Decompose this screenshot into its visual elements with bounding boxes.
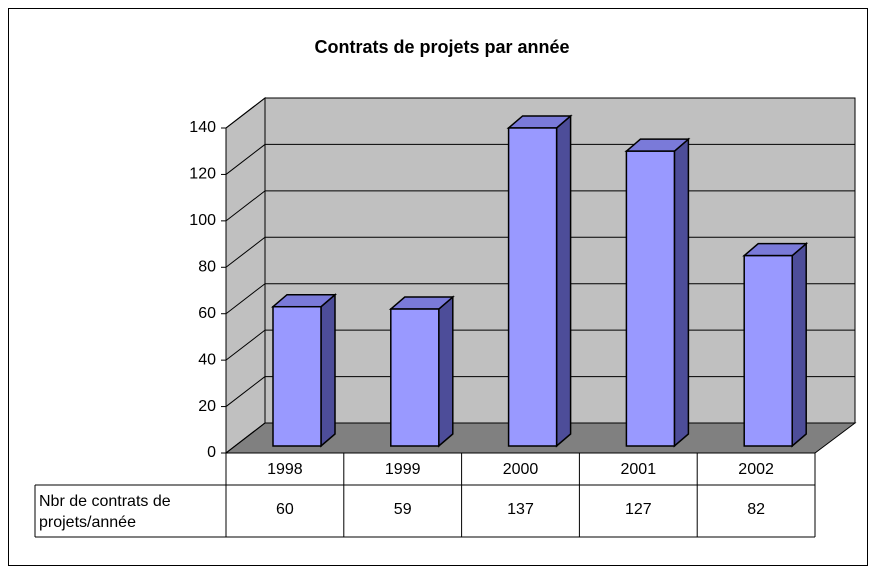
y-tick-label: 20 bbox=[198, 398, 216, 415]
y-tick-label: 40 bbox=[198, 351, 216, 368]
grid-line bbox=[225, 422, 266, 454]
bar-side bbox=[320, 293, 336, 448]
grid-line bbox=[225, 236, 266, 268]
bar bbox=[742, 242, 809, 448]
grid-line bbox=[225, 97, 266, 129]
y-tick-label: 60 bbox=[198, 305, 216, 322]
y-tick-label: 140 bbox=[189, 119, 216, 136]
bar-side bbox=[791, 242, 807, 448]
grid-line bbox=[225, 283, 266, 315]
bar-side bbox=[673, 137, 690, 448]
x-tick-label: 2002 bbox=[738, 461, 774, 478]
grid-line bbox=[225, 329, 266, 361]
data-label: 127 bbox=[625, 501, 652, 518]
data-label: 137 bbox=[507, 501, 534, 518]
chart-title: Contrats de projets par année bbox=[314, 37, 569, 57]
bar bbox=[624, 137, 691, 448]
bar-front bbox=[507, 127, 558, 447]
y-tick-label: 120 bbox=[189, 166, 216, 183]
bar-side bbox=[438, 295, 454, 448]
data-label: 60 bbox=[276, 501, 294, 518]
bar-front bbox=[743, 254, 793, 447]
grid-line bbox=[225, 144, 266, 175]
grid-line bbox=[225, 190, 266, 222]
data-label: 82 bbox=[747, 501, 765, 518]
x-tick-label: 2000 bbox=[503, 461, 539, 478]
x-tick-label: 1998 bbox=[267, 461, 303, 478]
x-tick-label: 1999 bbox=[385, 461, 421, 478]
bar-front bbox=[625, 150, 676, 447]
x-tick-label: 2001 bbox=[621, 461, 657, 478]
bar bbox=[506, 114, 573, 448]
bar-front bbox=[272, 305, 322, 447]
legend-cell: Nbr de contrats de projets/année bbox=[39, 493, 171, 531]
y-tick-label: 80 bbox=[198, 259, 216, 276]
bar-front bbox=[390, 308, 440, 447]
bar bbox=[270, 293, 338, 448]
bar bbox=[388, 295, 455, 448]
data-label: 59 bbox=[394, 501, 412, 518]
y-tick-label: 100 bbox=[189, 212, 216, 229]
y-tick-label: 0 bbox=[207, 444, 216, 461]
grid-line bbox=[225, 376, 266, 407]
bar-side bbox=[555, 114, 572, 448]
side-wall bbox=[225, 96, 266, 455]
series-name: Nbr de contrats de projets/année bbox=[39, 493, 171, 531]
